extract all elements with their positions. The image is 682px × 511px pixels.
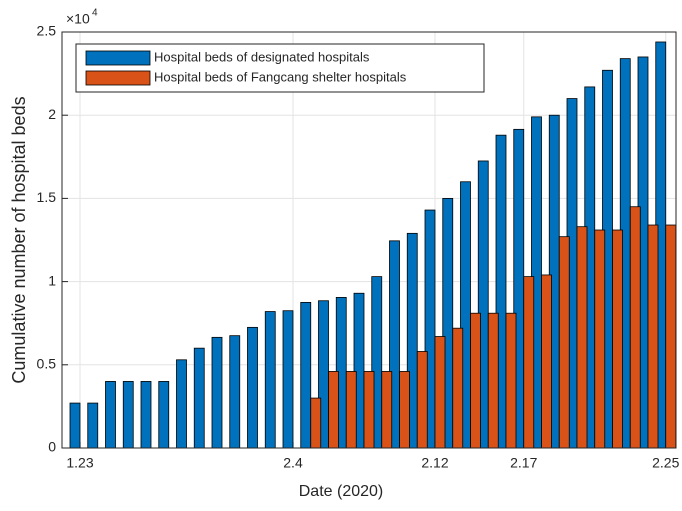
bar (612, 229, 623, 449)
y-exponent: 4 (92, 8, 98, 19)
bar (541, 274, 552, 449)
x-axis-label: Date (2020) (299, 483, 384, 500)
bar (434, 336, 446, 449)
legend-label: Hospital beds of designated hospitals (154, 49, 370, 64)
x-tick-label: 2.12 (421, 455, 448, 471)
bar (229, 335, 241, 449)
bar (310, 397, 322, 449)
y-tick-label: 1 (48, 272, 56, 288)
bar (523, 276, 535, 449)
bar (193, 347, 205, 449)
bar (416, 351, 428, 449)
bar (558, 236, 570, 449)
bar (381, 371, 393, 449)
bar (176, 359, 187, 449)
bar (345, 371, 357, 449)
bar (363, 371, 375, 449)
bar (282, 310, 294, 449)
bar (470, 312, 481, 449)
y-tick-label: 0 (48, 439, 56, 455)
y-exponent-label: ×10 (66, 11, 90, 27)
bar (300, 301, 312, 449)
bar (576, 226, 588, 449)
y-tick-label: 1.5 (37, 189, 57, 205)
y-tick-label: 2 (48, 106, 56, 122)
x-tick-label: 2.25 (652, 455, 679, 471)
bar (452, 327, 464, 449)
bar (594, 229, 606, 449)
bar (505, 312, 517, 449)
bar (87, 402, 99, 449)
bar (140, 381, 152, 449)
y-tick-label: 0.5 (37, 356, 57, 372)
x-tick-label: 2.4 (283, 455, 303, 471)
bar (665, 224, 677, 449)
bar (105, 381, 116, 449)
y-tick-label: 2.5 (37, 23, 57, 39)
legend-swatch (85, 70, 151, 86)
bar (264, 311, 276, 449)
bar (399, 371, 410, 449)
bar (211, 336, 223, 449)
legend-label: Hospital beds of Fangcang shelter hospit… (154, 69, 407, 84)
bar (487, 312, 499, 449)
bar (69, 402, 81, 449)
bar (647, 224, 659, 449)
bar (247, 326, 258, 449)
x-tick-label: 1.23 (66, 455, 93, 471)
y-axis-label: Cumulative number of hospital beds (9, 96, 29, 383)
bar (328, 371, 339, 449)
bar (629, 206, 641, 449)
bar (158, 381, 170, 449)
plot-frame (61, 31, 677, 449)
bar (122, 381, 134, 449)
legend-swatch (85, 50, 151, 66)
x-tick-label: 2.17 (510, 455, 537, 471)
